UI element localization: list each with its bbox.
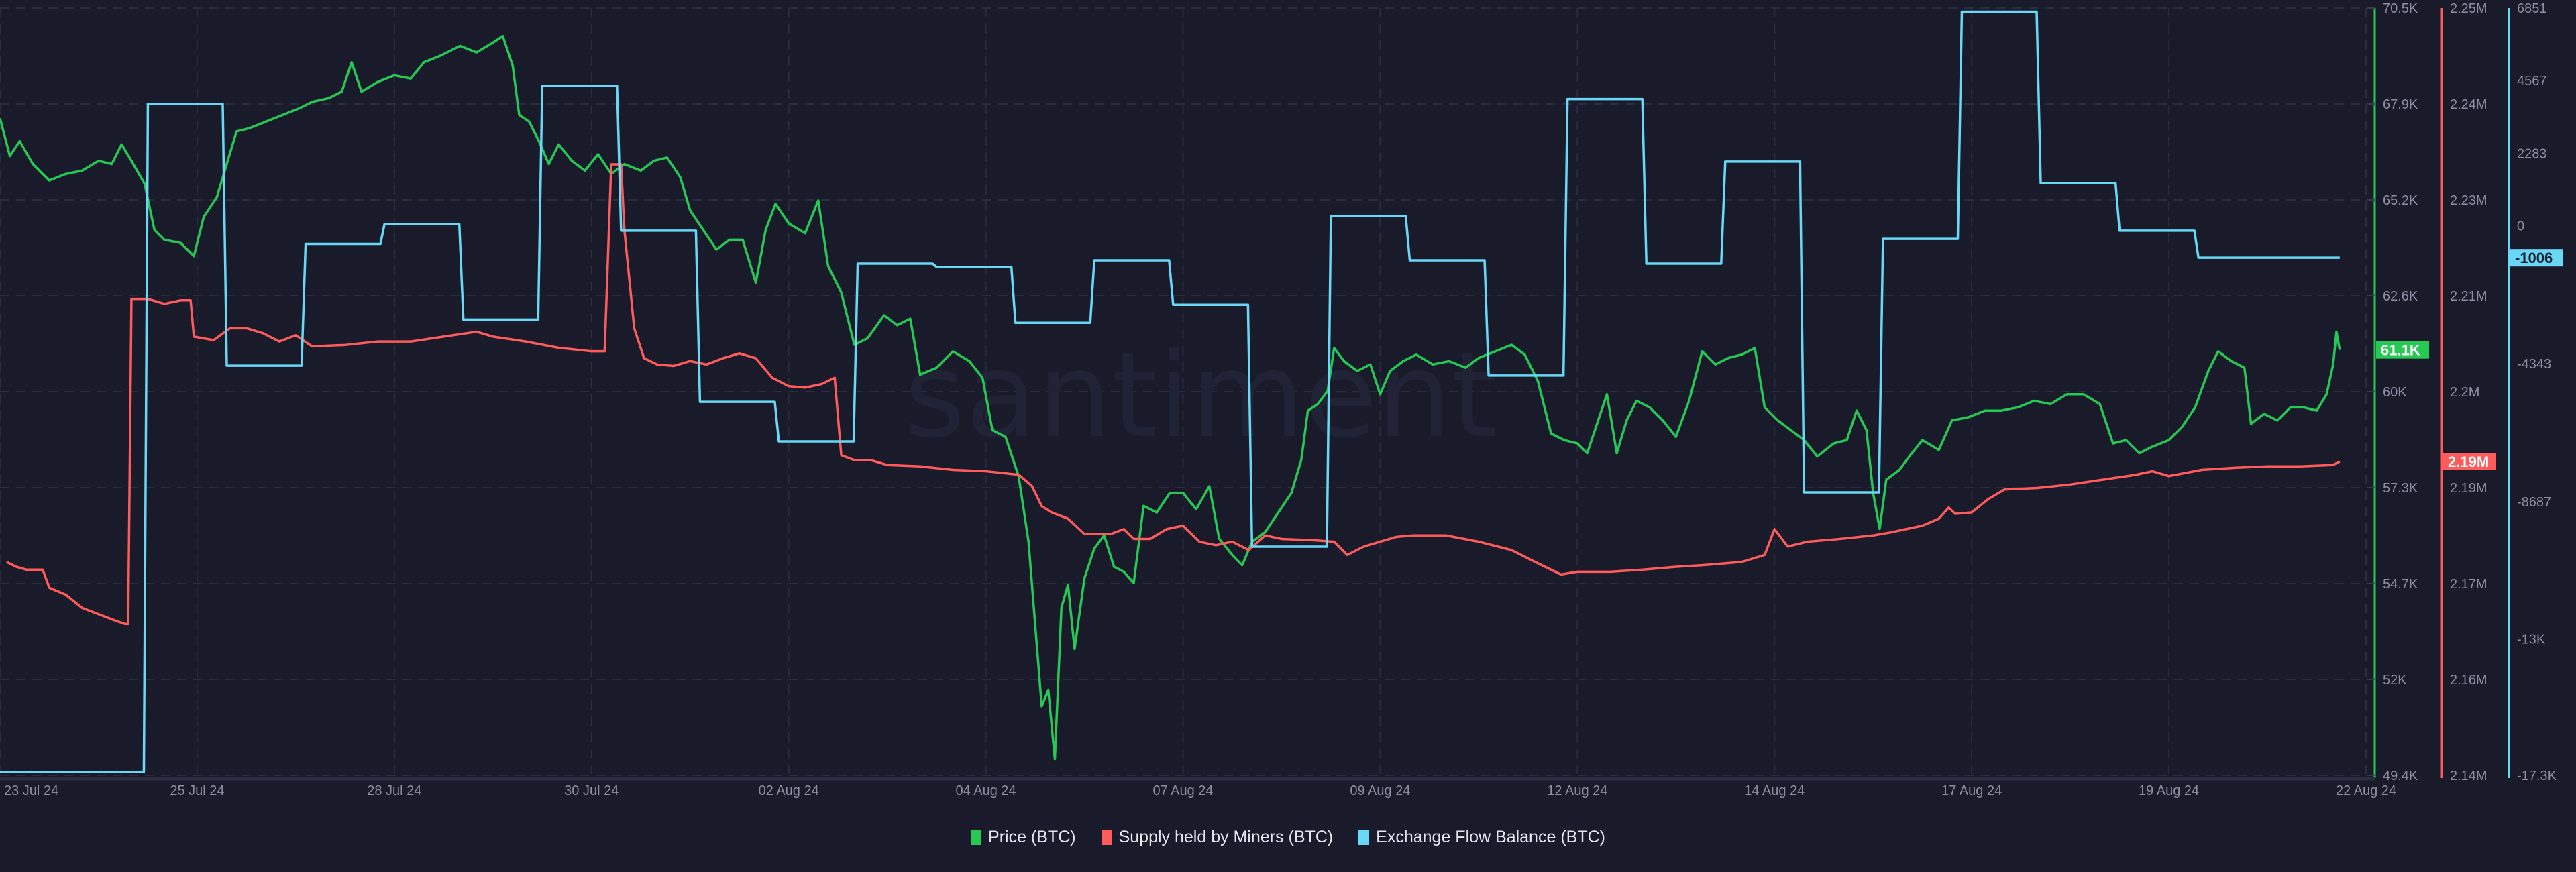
legend-item-price[interactable]: Price (BTC) — [971, 828, 1076, 847]
y-tick-label: 2.21M — [2450, 289, 2487, 304]
y-tick-label: 70.5K — [2383, 1, 2418, 16]
watermark: santiment — [904, 328, 1497, 464]
x-tick-label: 12 Aug 24 — [1547, 783, 1607, 798]
y-tick-label: 2283 — [2517, 146, 2547, 161]
y-tick-label: 2.2M — [2450, 385, 2479, 400]
y-tick-label: 54.7K — [2383, 577, 2418, 592]
y-tick-label: 6851 — [2517, 1, 2547, 16]
x-tick-label: 07 Aug 24 — [1152, 783, 1213, 798]
y-tick-label: 2.23M — [2450, 193, 2487, 208]
supply-swatch — [1101, 830, 1112, 845]
x-tick-label: 09 Aug 24 — [1350, 783, 1410, 798]
y-tick-label: 57.3K — [2383, 481, 2418, 496]
legend-label: Price (BTC) — [988, 828, 1076, 847]
price-line — [0, 34, 2341, 761]
supply-line — [6, 163, 2341, 626]
legend: Price (BTC) Supply held by Miners (BTC) … — [0, 828, 2576, 847]
y-tick-label: 60K — [2383, 385, 2407, 400]
y-tick-label: 0 — [2517, 219, 2524, 234]
y-tick-label: 2.25M — [2450, 1, 2487, 16]
y-tick-label: -8687 — [2517, 495, 2551, 510]
x-tick-label: 19 Aug 24 — [2139, 783, 2199, 798]
x-tick-label: 14 Aug 24 — [1744, 783, 1805, 798]
y-tick-label: 2.16M — [2450, 673, 2487, 688]
current-value-label: -1006 — [2515, 250, 2553, 266]
y-tick-label: -4343 — [2517, 357, 2551, 372]
x-tick-label: 30 Jul 24 — [564, 783, 619, 798]
y-tick-label: 52K — [2383, 673, 2407, 688]
y-tick-label: 67.9K — [2383, 97, 2418, 112]
x-tick-label: 04 Aug 24 — [956, 783, 1016, 798]
y-tick-label: -17.3K — [2517, 769, 2557, 783]
flow-line — [0, 10, 2340, 773]
price-swatch — [971, 830, 982, 845]
flow-swatch — [1358, 830, 1370, 845]
series-layer — [0, 10, 2341, 773]
legend-item-flow[interactable]: Exchange Flow Balance (BTC) — [1358, 828, 1605, 847]
x-tick-label: 23 Jul 24 — [4, 783, 58, 798]
y-tick-label: 2.17M — [2450, 577, 2487, 592]
y-tick-label: 65.2K — [2383, 193, 2418, 208]
current-value-badge — [2443, 453, 2496, 470]
y-tick-label: 2.14M — [2450, 769, 2487, 783]
axes: 70.5K 67.9K 65.2K 62.6K 60K 57.3K 54.7K 52K 49.4… — [2367, 1, 2563, 783]
y-tick-label: -13K — [2517, 632, 2546, 647]
current-value-label: 61.1K — [2381, 342, 2420, 359]
y-tick-label: 62.6K — [2383, 289, 2418, 304]
y-tick-label: 2.24M — [2450, 97, 2487, 112]
x-tick-label: 02 Aug 24 — [759, 783, 819, 798]
x-tick-label: 25 Jul 24 — [170, 783, 224, 798]
legend-item-supply[interactable]: Supply held by Miners (BTC) — [1101, 828, 1334, 847]
gridlines — [0, 7, 2375, 776]
x-axis: 23 Jul 24 25 Jul 24 28 Jul 24 30 Jul 24 02 A… — [0, 777, 2396, 798]
x-tick-label: 17 Aug 24 — [1941, 783, 2002, 798]
y-tick-label: 2.19M — [2450, 481, 2487, 496]
x-tick-label: 22 Aug 24 — [2336, 783, 2396, 798]
legend-label: Exchange Flow Balance (BTC) — [1376, 828, 1605, 847]
current-value-badge — [2510, 249, 2563, 267]
x-tick-label: 28 Jul 24 — [367, 783, 421, 798]
y-tick-label: 49.4K — [2383, 769, 2418, 783]
current-value-label: 2.19M — [2448, 453, 2489, 470]
current-value-badge — [2376, 341, 2429, 359]
legend-label: Supply held by Miners (BTC) — [1118, 828, 1334, 847]
y-tick-label: 4567 — [2517, 74, 2547, 89]
